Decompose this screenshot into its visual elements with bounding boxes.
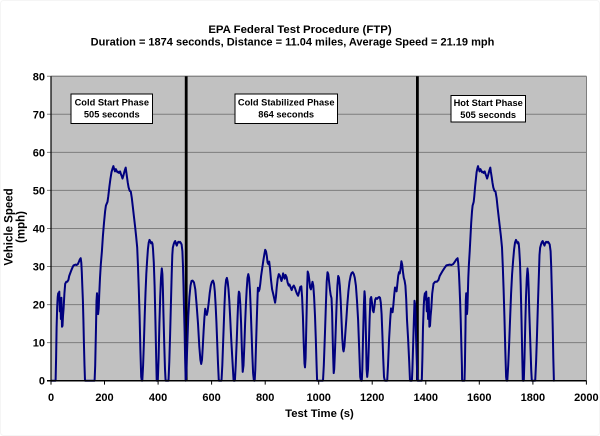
svg-text:20: 20 [33,300,45,312]
svg-text:0: 0 [48,392,54,404]
svg-text:2000: 2000 [574,392,598,404]
svg-text:864 seconds: 864 seconds [258,110,314,120]
svg-text:60: 60 [33,147,45,159]
svg-text:1800: 1800 [521,392,545,404]
svg-text:50: 50 [33,185,45,197]
svg-text:0: 0 [39,376,45,388]
svg-text:600: 600 [202,392,220,404]
svg-text:1200: 1200 [360,392,384,404]
svg-text:30: 30 [33,262,45,274]
svg-text:400: 400 [149,392,167,404]
svg-text:1600: 1600 [467,392,491,404]
svg-text:Test Time (s): Test Time (s) [285,408,354,420]
svg-text:10: 10 [33,338,45,350]
svg-text:Cold Stabilized Phase: Cold Stabilized Phase [238,98,335,108]
svg-text:EPA Federal Test Procedure (FT: EPA Federal Test Procedure (FTP) [208,24,392,36]
svg-text:70: 70 [33,109,45,121]
svg-text:1000: 1000 [306,392,330,404]
svg-text:1400: 1400 [414,392,438,404]
svg-text:505 seconds: 505 seconds [460,110,516,120]
svg-text:Duration = 1874 seconds, Dista: Duration = 1874 seconds, Distance = 11.0… [91,37,495,49]
svg-text:505 seconds: 505 seconds [84,110,140,120]
svg-text:40: 40 [33,224,45,236]
svg-text:80: 80 [33,71,45,83]
svg-text:200: 200 [95,392,113,404]
svg-text:800: 800 [256,392,274,404]
svg-text:Cold Start Phase: Cold Start Phase [75,98,149,108]
svg-text:Hot Start Phase: Hot Start Phase [454,98,523,108]
